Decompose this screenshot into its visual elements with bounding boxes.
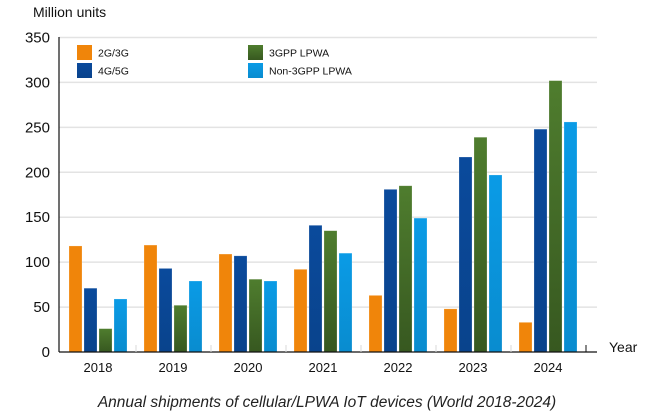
chart-title: Annual shipments of cellular/LPWA IoT de…: [97, 394, 557, 411]
x-tick-label: 2020: [234, 360, 263, 375]
bar-4g-5g-2024: [533, 128, 548, 353]
x-tick-label: 2024: [534, 360, 563, 375]
bar-2g-3g-2023: [443, 308, 458, 353]
x-axis-label: Year: [609, 339, 638, 355]
x-tick-label: 2019: [159, 360, 188, 375]
y-tick-label: 300: [25, 74, 50, 91]
bar-non-3gpp-lpwa-2022: [413, 217, 428, 353]
bar-2g-3g-2021: [293, 269, 308, 353]
bar-4g-5g-2018: [83, 287, 98, 353]
x-tick-label: 2021: [309, 360, 338, 375]
bar-4g-5g-2020: [233, 255, 248, 353]
bar-non-3gpp-lpwa-2020: [263, 280, 278, 353]
bar-3gpp-lpwa-2019: [173, 304, 188, 353]
y-tick-labels: 0 50 100 150 200 250 300 350: [25, 30, 50, 362]
legend-swatch: [77, 63, 92, 78]
bar-2g-3g-2020: [218, 253, 233, 353]
bar-3gpp-lpwa-2023: [473, 136, 488, 353]
x-tick-label: 2022: [384, 360, 413, 375]
bar-non-3gpp-lpwa-2018: [113, 298, 128, 353]
y-tick-label: 250: [25, 119, 50, 136]
legend-swatch: [248, 63, 263, 78]
bar-3gpp-lpwa-2024: [548, 80, 563, 353]
bar-2g-3g-2019: [143, 244, 158, 353]
legend-swatch: [248, 45, 263, 60]
y-tick-label: 100: [25, 254, 50, 271]
bar-3gpp-lpwa-2021: [323, 230, 338, 353]
bar-4g-5g-2019: [158, 268, 173, 353]
y-tick-label: 200: [25, 164, 50, 181]
legend-label: Non-3GPP LPWA: [269, 66, 352, 78]
bar-3gpp-lpwa-2020: [248, 278, 263, 353]
y-tick-label: 150: [25, 209, 50, 226]
bar-2g-3g-2018: [68, 245, 83, 353]
bar-3gpp-lpwa-2022: [398, 185, 413, 353]
x-tick-labels: 2018 2019 2020 2021 2022 2023 2024: [84, 345, 587, 375]
legend-label: 3GPP LPWA: [269, 48, 329, 60]
bar-non-3gpp-lpwa-2024: [563, 121, 578, 353]
legend-swatch: [77, 45, 92, 60]
legend: 2G/3G 4G/5G 3GPP LPWA Non-3GPP LPWA: [77, 45, 352, 78]
legend-label: 4G/5G: [98, 66, 129, 78]
axes: [58, 37, 597, 353]
y-tick-label: 0: [42, 344, 50, 361]
x-tick-label: 2018: [84, 360, 113, 375]
bar-4g-5g-2022: [383, 189, 398, 353]
bar-3gpp-lpwa-2018: [98, 328, 113, 353]
y-tick-label: 50: [33, 299, 50, 316]
y-tick-label: 350: [25, 30, 50, 47]
y-axis-label: Million units: [33, 4, 106, 20]
legend-label: 2G/3G: [98, 48, 129, 60]
bar-4g-5g-2023: [458, 156, 473, 353]
bar-non-3gpp-lpwa-2023: [488, 174, 503, 353]
bar-non-3gpp-lpwa-2019: [188, 280, 203, 353]
x-tick-label: 2023: [459, 360, 488, 375]
bar-2g-3g-2024: [518, 322, 533, 353]
bar-4g-5g-2021: [308, 225, 323, 353]
bar-2g-3g-2022: [368, 295, 383, 353]
bar-non-3gpp-lpwa-2021: [338, 252, 353, 353]
bars: [68, 80, 578, 353]
